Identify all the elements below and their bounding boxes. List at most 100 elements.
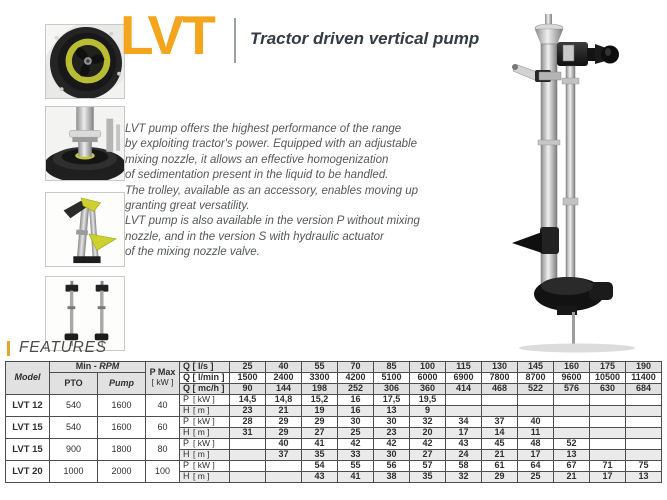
h-unit: [ m ]: [193, 427, 210, 438]
h-value-cell: [589, 405, 626, 417]
p-value-cell: 34: [445, 416, 482, 428]
h-value-cell: 17: [589, 471, 626, 483]
q-lmin-value: 11400: [625, 372, 662, 384]
p-value-cell: 42: [409, 438, 446, 450]
p-value-cell: 54: [301, 460, 338, 472]
h-value-cell: [265, 471, 302, 483]
p-value-cell: 43: [445, 438, 482, 450]
p-value-cell: [229, 460, 266, 472]
q-lmin-value: 2400: [265, 372, 302, 384]
pmax-unit: [ kW ]: [151, 377, 174, 388]
h-row-label: H[ m ]: [179, 427, 230, 439]
h-value-cell: [481, 405, 518, 417]
p-unit: [ kW ]: [193, 438, 215, 449]
q-lmin-value: 6900: [445, 372, 482, 384]
h-value-cell: 23: [373, 427, 410, 439]
h-value-cell: 29: [481, 471, 518, 483]
pump-cell: 1600: [97, 394, 146, 417]
q-ls-value: 130: [481, 361, 518, 373]
p-value-cell: [553, 394, 590, 406]
mixer-nozzle-columns-icon: [46, 193, 124, 266]
pump-cell: 2000: [97, 460, 146, 483]
q-ls-value: 85: [373, 361, 410, 373]
thumbnail-pump-head-photo: [45, 106, 125, 181]
h-value-cell: 24: [445, 449, 482, 461]
p-value-cell: [589, 438, 626, 450]
q-lmin-value: 3300: [301, 372, 338, 384]
p-value-cell: 29: [265, 416, 302, 428]
model-cell: LVT 12: [5, 394, 50, 417]
q-mch-label: Q [ mc/h ]: [179, 383, 230, 395]
p-unit: [ kW ]: [193, 416, 215, 427]
p-value-cell: [625, 438, 662, 450]
p-row-label: P[ kW ]: [179, 394, 230, 406]
model-header: Model: [5, 361, 50, 395]
thumbnail-mixer-nozzle-photo: [45, 192, 125, 267]
q-ls-label: Q [ l/s ]: [179, 361, 230, 373]
p-row-label: P[ kW ]: [179, 438, 230, 450]
p-unit: [ kW ]: [193, 394, 215, 405]
pto-cell: 1000: [49, 460, 98, 483]
h-unit: [ m ]: [193, 405, 210, 416]
p-symbol: P: [183, 438, 190, 449]
p-value-cell: 30: [337, 416, 374, 428]
h-value-cell: 27: [409, 449, 446, 461]
h-row-label: H[ m ]: [179, 471, 230, 483]
h-value-cell: 9: [409, 405, 446, 417]
h-value-cell: 16: [337, 405, 374, 417]
h-value-cell: 13: [373, 405, 410, 417]
h-row-label: H[ m ]: [179, 405, 230, 417]
lvt-vertical-pump-icon: [512, 14, 635, 353]
q-mch-value: 252: [337, 383, 374, 395]
h-value-cell: 32: [445, 471, 482, 483]
pump-header: Pump: [97, 372, 146, 395]
thumbnail-impeller-photo: [45, 24, 125, 99]
p-value-cell: [589, 394, 626, 406]
h-value-cell: 35: [301, 449, 338, 461]
q-lmin-value: 5100: [373, 372, 410, 384]
q-mch-value: 468: [481, 383, 518, 395]
min-rpm-header: Min - RPM: [49, 361, 146, 373]
h-value-cell: [517, 405, 554, 417]
p-unit: [ kW ]: [193, 460, 215, 471]
h-value-cell: [229, 449, 266, 461]
p-value-cell: 28: [229, 416, 266, 428]
p-symbol: P: [183, 460, 190, 471]
q-ls-value: 145: [517, 361, 554, 373]
h-value-cell: 37: [265, 449, 302, 461]
p-value-cell: [553, 416, 590, 428]
q-mch-value: 576: [553, 383, 590, 395]
h-value-cell: [625, 427, 662, 439]
q-lmin-value: 10500: [589, 372, 626, 384]
features-label: FEATURES: [19, 339, 107, 356]
p-value-cell: 45: [481, 438, 518, 450]
q-ls-value: 190: [625, 361, 662, 373]
p-value-cell: [625, 394, 662, 406]
p-row-label: P[ kW ]: [179, 460, 230, 472]
h-value-cell: 35: [409, 471, 446, 483]
p-value-cell: 14,5: [229, 394, 266, 406]
h-value-cell: 13: [553, 449, 590, 461]
p-value-cell: 42: [373, 438, 410, 450]
h-value-cell: 25: [337, 427, 374, 439]
p-row-label: P[ kW ]: [179, 416, 230, 428]
q-mch-value: 522: [517, 383, 554, 395]
h-value-cell: [229, 471, 266, 483]
q-ls-value: 25: [229, 361, 266, 373]
q-mch-value: 414: [445, 383, 482, 395]
features-accent-bar: [7, 340, 10, 356]
pump-cell: 1800: [97, 438, 146, 461]
q-mch-value: 90: [229, 383, 266, 395]
p-value-cell: 14,8: [265, 394, 302, 406]
h-value-cell: [553, 427, 590, 439]
pto-header: PTO: [49, 372, 98, 395]
model-cell: LVT 15: [5, 416, 50, 439]
q-lmin-value: 9600: [553, 372, 590, 384]
h-value-cell: 43: [301, 471, 338, 483]
product-description: LVT pump offers the highest performance …: [125, 123, 420, 259]
features-table: Model Min - RPM P Max[ kW ] Q [ l/s ] 25 40 55…: [5, 361, 662, 483]
h-value-cell: 13: [625, 471, 662, 483]
h-value-cell: 33: [337, 449, 374, 461]
h-value-cell: 21: [553, 471, 590, 483]
